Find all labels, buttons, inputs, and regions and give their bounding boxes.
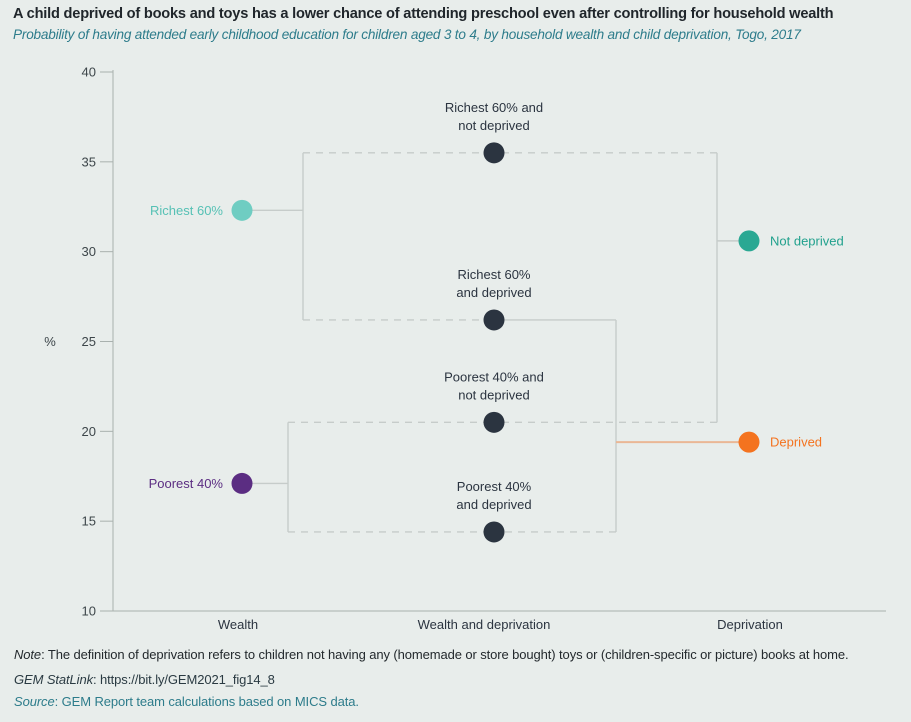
y-tick-label-10: 10	[82, 604, 96, 619]
point-label-richest-60-not-deprived-line1: Richest 60% and	[445, 100, 543, 115]
y-axis-unit-label: %	[44, 334, 56, 349]
point-label-poorest-40-not-deprived-line1: Poorest 40% and	[444, 369, 544, 384]
source-prefix: Source	[14, 694, 55, 709]
point-label-poorest-40-deprived-line1: Poorest 40%	[457, 479, 532, 494]
x-category-label-wealth-and-deprivation: Wealth and deprivation	[418, 617, 551, 632]
point-label-not-deprived: Not deprived	[770, 233, 844, 248]
y-tick-label-30: 30	[82, 244, 96, 259]
point-richest-60-not-deprived	[483, 142, 505, 164]
statlink-line: GEM StatLink: https://bit.ly/GEM2021_fig…	[14, 672, 898, 687]
point-poorest-40-not-deprived	[483, 411, 505, 433]
point-poorest-40-deprived	[483, 521, 505, 543]
source-text: : GEM Report team calculations based on …	[54, 694, 359, 709]
y-tick-label-40: 40	[82, 65, 96, 80]
point-label-richest-60-not-deprived-line2: not deprived	[458, 118, 530, 133]
statlink-separator: :	[93, 672, 97, 687]
source-line: Source: GEM Report team calculations bas…	[14, 694, 898, 709]
point-label-poorest-40: Poorest 40%	[149, 476, 224, 491]
figure-subtitle: Probability of having attended early chi…	[13, 26, 801, 42]
note-line: Note: The definition of deprivation refe…	[14, 647, 898, 662]
x-category-label-deprivation: Deprivation	[717, 617, 783, 632]
point-richest-60	[231, 199, 253, 221]
point-not-deprived	[738, 230, 760, 252]
statlink-prefix: GEM StatLink	[14, 672, 93, 687]
point-label-poorest-40-not-deprived-line2: not deprived	[458, 387, 530, 402]
point-label-richest-60-deprived-line2: and deprived	[456, 285, 531, 300]
note-prefix: Note	[14, 647, 42, 662]
point-deprived	[738, 431, 760, 453]
point-label-poorest-40-deprived-line2: and deprived	[456, 497, 531, 512]
note-text: : The definition of deprivation refers t…	[41, 647, 849, 662]
y-tick-label-15: 15	[82, 514, 96, 529]
title-block: A child deprived of books and toys has a…	[13, 5, 901, 43]
figure-title: A child deprived of books and toys has a…	[13, 6, 834, 22]
point-label-richest-60-deprived-line1: Richest 60%	[458, 267, 531, 282]
point-poorest-40	[231, 472, 253, 494]
y-tick-label-20: 20	[82, 424, 96, 439]
x-category-label-wealth: Wealth	[218, 617, 258, 632]
statlink-url[interactable]: https://bit.ly/GEM2021_fig14_8	[96, 672, 275, 687]
y-tick-label-35: 35	[82, 154, 96, 169]
point-label-deprived: Deprived	[770, 435, 822, 450]
point-richest-60-deprived	[483, 309, 505, 331]
point-label-richest-60: Richest 60%	[150, 203, 223, 218]
y-tick-label-25: 25	[82, 334, 96, 349]
